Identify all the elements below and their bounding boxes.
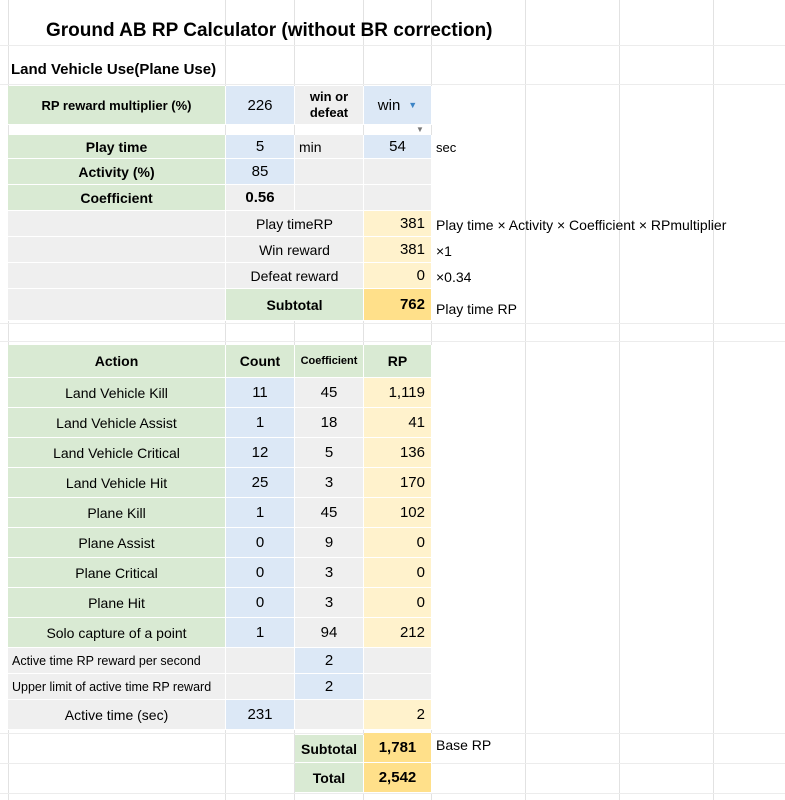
win-reward-label: Win reward <box>226 237 364 263</box>
rp-cell: 212 <box>364 618 432 648</box>
active-rp-per-second-input[interactable]: 2 <box>295 648 364 674</box>
defeat-reward-label: Defeat reward <box>226 263 364 289</box>
rp-cell: 102 <box>364 498 432 528</box>
header-count: Count <box>226 345 295 378</box>
active-time-input[interactable]: 231 <box>226 700 295 730</box>
base-subtotal-value: 1,781 <box>364 733 432 763</box>
activity-label: Activity (%) <box>8 159 226 185</box>
empty-cell <box>295 700 364 730</box>
empty-cell <box>364 648 432 674</box>
play-time-min-input[interactable]: 5 <box>226 135 295 159</box>
action-name: Plane Kill <box>8 498 226 528</box>
coefficient-cell: 3 <box>295 558 364 588</box>
total-value: 2,542 <box>364 763 432 793</box>
win-defeat-value: win <box>377 96 401 114</box>
subtotal-value: 762 <box>364 289 432 321</box>
play-time-label: Play time <box>8 135 226 159</box>
empty-cell <box>295 185 364 211</box>
coefficient-cell: 94 <box>295 618 364 648</box>
base-subtotal-note: Base RP <box>436 737 492 753</box>
subtotal-note: Play time RP <box>436 301 517 317</box>
play-time-rp-label: Play timeRP <box>226 211 364 237</box>
win-defeat-dropdown[interactable]: win ▼ <box>364 86 432 125</box>
rp-cell: 0 <box>364 528 432 558</box>
win-reward-note: ×1 <box>436 243 452 259</box>
win-reward-value: 381 <box>364 237 432 263</box>
rp-cell: 136 <box>364 438 432 468</box>
action-name: Land Vehicle Assist <box>8 408 226 438</box>
sec-unit-label: sec <box>436 140 457 155</box>
coefficient-value: 0.56 <box>226 185 295 211</box>
empty-cell <box>8 211 226 237</box>
win-defeat-label: win or defeat <box>295 86 364 125</box>
coefficient-cell: 18 <box>295 408 364 438</box>
rp-multiplier-label: RP reward multiplier (%) <box>8 86 226 125</box>
count-input[interactable]: 0 <box>226 588 295 618</box>
play-time-rp-note: Play time × Activity × Coefficient × RPm… <box>436 217 727 233</box>
total-label: Total <box>295 763 364 793</box>
rp-cell: 1,119 <box>364 378 432 408</box>
action-name: Solo capture of a point <box>8 618 226 648</box>
empty-cell <box>226 674 295 700</box>
action-name: Plane Hit <box>8 588 226 618</box>
defeat-reward-note: ×0.34 <box>436 269 472 285</box>
action-name: Plane Assist <box>8 528 226 558</box>
action-name: Land Vehicle Kill <box>8 378 226 408</box>
coefficient-cell: 45 <box>295 378 364 408</box>
coefficient-cell: 3 <box>295 588 364 618</box>
count-input[interactable]: 1 <box>226 498 295 528</box>
header-rp: RP <box>364 345 432 378</box>
count-input[interactable]: 0 <box>226 558 295 588</box>
coefficient-cell: 45 <box>295 498 364 528</box>
active-time-label: Active time (sec) <box>8 700 226 730</box>
section-title: Land Vehicle Use(Plane Use) <box>11 61 217 78</box>
header-action: Action <box>8 345 226 378</box>
count-input[interactable]: 1 <box>226 408 295 438</box>
action-name: Plane Critical <box>8 558 226 588</box>
rp-cell: 0 <box>364 588 432 618</box>
action-name: Land Vehicle Hit <box>8 468 226 498</box>
count-input[interactable]: 25 <box>226 468 295 498</box>
empty-cell <box>8 263 226 289</box>
base-subtotal-label: Subtotal <box>295 735 364 763</box>
dropdown-indicator-icon: ▼ <box>416 125 424 134</box>
activity-input[interactable]: 85 <box>226 159 295 185</box>
coefficient-cell: 5 <box>295 438 364 468</box>
min-unit-label: min <box>295 135 364 159</box>
rp-multiplier-input[interactable]: 226 <box>226 86 295 125</box>
empty-cell <box>364 159 432 185</box>
empty-cell <box>8 289 226 321</box>
empty-cell <box>364 674 432 700</box>
coefficient-label: Coefficient <box>8 185 226 211</box>
action-name: Land Vehicle Critical <box>8 438 226 468</box>
header-coefficient: Coefficient <box>295 345 364 378</box>
play-time-rp-value: 381 <box>364 211 432 237</box>
count-input[interactable]: 1 <box>226 618 295 648</box>
empty-cell <box>295 159 364 185</box>
count-input[interactable]: 12 <box>226 438 295 468</box>
count-input[interactable]: 0 <box>226 528 295 558</box>
empty-cell <box>8 237 226 263</box>
active-upper-limit-input[interactable]: 2 <box>295 674 364 700</box>
empty-cell <box>364 185 432 211</box>
page-title: Ground AB RP Calculator (without BR corr… <box>46 20 493 41</box>
subtotal-label: Subtotal <box>226 289 364 321</box>
count-input[interactable]: 11 <box>226 378 295 408</box>
active-rp-per-second-label: Active time RP reward per second <box>8 648 226 674</box>
empty-cell <box>226 648 295 674</box>
coefficient-cell: 3 <box>295 468 364 498</box>
active-time-rp: 2 <box>364 700 432 730</box>
dropdown-arrow-icon[interactable]: ▼ <box>408 100 418 110</box>
defeat-reward-value: 0 <box>364 263 432 289</box>
play-time-sec-input[interactable]: 54 <box>364 135 432 159</box>
rp-cell: 170 <box>364 468 432 498</box>
active-upper-limit-label: Upper limit of active time RP reward <box>8 674 226 700</box>
coefficient-cell: 9 <box>295 528 364 558</box>
rp-cell: 0 <box>364 558 432 588</box>
rp-cell: 41 <box>364 408 432 438</box>
